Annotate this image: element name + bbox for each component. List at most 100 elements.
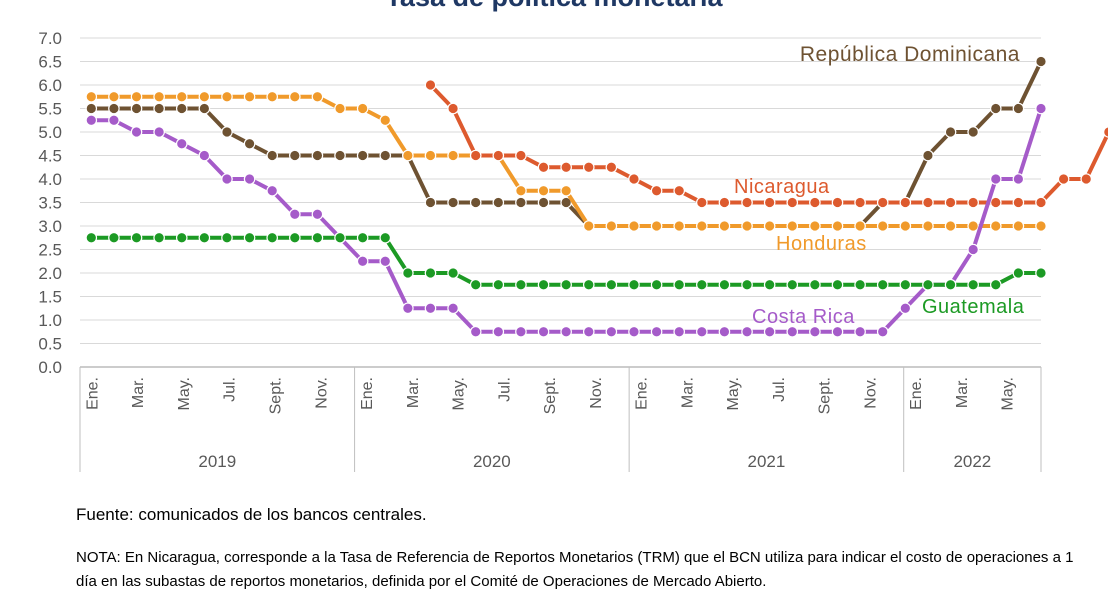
data-point [989, 278, 1002, 291]
data-point [605, 161, 618, 174]
x-tick-label: Ene. [634, 377, 651, 410]
data-point [944, 278, 957, 291]
data-point [560, 278, 572, 291]
series-line [91, 107, 1043, 334]
data-point [582, 220, 595, 232]
data-point [1035, 102, 1047, 115]
data-point [153, 102, 165, 115]
data-point [967, 126, 979, 138]
data-point [334, 102, 346, 115]
data-point [221, 173, 233, 185]
data-point [515, 184, 527, 197]
data-point [85, 114, 98, 127]
series-honduras [85, 90, 1047, 232]
data-point [469, 149, 482, 162]
data-point [311, 149, 324, 162]
data-point [650, 220, 663, 232]
data-point [944, 220, 957, 232]
data-point [266, 149, 278, 162]
data-point [876, 220, 889, 232]
data-point [922, 220, 934, 232]
data-point [402, 267, 414, 279]
data-point [786, 196, 799, 209]
data-point [605, 220, 618, 232]
data-point [831, 196, 844, 209]
x-tick-label: May. [451, 377, 468, 410]
series-label: Costa Rica [752, 306, 855, 328]
data-point [130, 126, 143, 138]
data-point [447, 102, 459, 115]
data-point [854, 196, 866, 209]
data-point [108, 114, 120, 127]
data-point [786, 220, 799, 232]
series-labels: República Dominicana Honduras Nicaragua Cos… [734, 43, 1024, 328]
data-point [967, 220, 979, 232]
data-point [876, 196, 889, 209]
data-point [175, 102, 188, 115]
data-point [243, 137, 256, 150]
data-point [175, 137, 188, 150]
x-tick-label: Sept. [817, 377, 834, 414]
data-point [718, 220, 731, 232]
data-point [650, 325, 663, 338]
data-point [492, 196, 505, 209]
data-point [1012, 220, 1025, 232]
data-point [289, 231, 301, 244]
data-point [311, 208, 324, 221]
data-point [922, 196, 934, 209]
data-point [356, 102, 369, 115]
data-point [153, 126, 165, 138]
data-point [243, 173, 256, 185]
year-label: 2021 [748, 452, 786, 471]
data-point [922, 278, 934, 291]
series-line [91, 235, 1041, 287]
data-point [175, 231, 188, 244]
x-tick-label: Ene. [908, 377, 925, 410]
data-point [266, 90, 278, 103]
x-tick-label: Sept. [542, 377, 559, 414]
data-point [515, 196, 527, 209]
data-point [854, 325, 866, 338]
data-point [379, 231, 392, 244]
series-costa-rica [85, 102, 1047, 338]
x-tick-label: Ene. [359, 377, 376, 410]
data-point [1035, 267, 1047, 279]
data-point [876, 325, 889, 338]
data-point [560, 325, 572, 338]
data-point [650, 278, 663, 291]
x-tick-label: Nov. [862, 377, 879, 409]
data-point [1012, 173, 1025, 185]
x-tick-label: May. [176, 377, 193, 410]
data-point [922, 149, 934, 162]
y-tick-label: 2.5 [38, 241, 62, 260]
y-tick-label: 3.5 [38, 194, 62, 213]
data-point [899, 220, 912, 232]
data-point [85, 231, 98, 244]
y-tick-label: 5.0 [38, 123, 62, 142]
series-lines [85, 55, 1108, 338]
data-point [560, 161, 572, 174]
data-point [628, 220, 640, 232]
data-point [989, 173, 1002, 185]
data-point [831, 325, 844, 338]
data-point [289, 149, 301, 162]
data-point [560, 184, 572, 197]
y-tick-label: 3.0 [38, 217, 62, 236]
data-point [537, 278, 550, 291]
data-point [763, 278, 776, 291]
series-label: República Dominicana [800, 43, 1020, 66]
data-point [334, 149, 346, 162]
data-point [1012, 267, 1025, 279]
chart-title: Tasa de política monetaria [0, 0, 1108, 13]
data-point [831, 220, 844, 232]
data-point [402, 149, 414, 162]
data-point [108, 90, 120, 103]
data-point [311, 90, 324, 103]
x-tick-label: Ene. [84, 377, 101, 410]
data-point [989, 102, 1002, 115]
series-guatemala [85, 231, 1047, 291]
data-point [831, 278, 844, 291]
data-point [130, 102, 143, 115]
x-tick-label: Jul. [496, 377, 513, 402]
data-point [492, 278, 505, 291]
